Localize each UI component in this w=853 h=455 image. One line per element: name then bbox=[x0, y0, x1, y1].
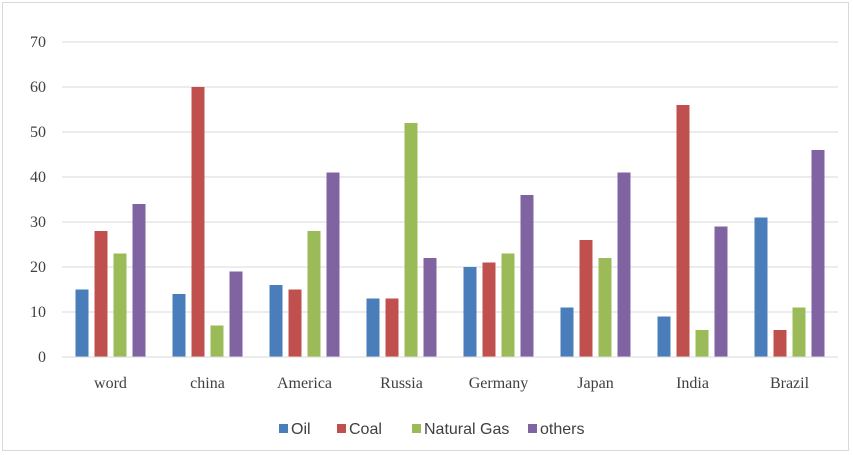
y-tick-label: 40 bbox=[30, 169, 46, 186]
x-tick-label: Japan bbox=[577, 375, 613, 392]
y-tick-label: 70 bbox=[30, 34, 46, 51]
bar-natural-gas-russia bbox=[404, 123, 418, 357]
x-tick-label: America bbox=[277, 375, 332, 392]
x-tick-label: china bbox=[190, 375, 225, 392]
bar-natural-gas-word bbox=[113, 253, 127, 357]
bar-others-india bbox=[714, 226, 728, 357]
bar-natural-gas-china bbox=[210, 325, 224, 357]
legend-swatch-oil bbox=[279, 424, 288, 433]
y-tick-label: 60 bbox=[30, 79, 46, 96]
bar-others-china bbox=[229, 271, 243, 357]
bar-oil-japan bbox=[560, 307, 574, 357]
bar-natural-gas-germany bbox=[501, 253, 515, 357]
legend-label-coal: Coal bbox=[349, 421, 382, 438]
legend-swatch-natural-gas bbox=[412, 424, 421, 433]
x-tick-label: Brazil bbox=[770, 375, 810, 392]
x-tick-label: India bbox=[676, 375, 709, 392]
legend-swatch-coal bbox=[337, 424, 346, 433]
x-axis-ticks: word china America Russia Germany Japan India B… bbox=[94, 375, 810, 392]
legend-swatch-others bbox=[528, 424, 537, 433]
bar-coal-germany bbox=[482, 262, 496, 357]
x-tick-label: Russia bbox=[380, 375, 423, 392]
y-tick-label: 10 bbox=[30, 304, 46, 321]
legend-label-oil: Oil bbox=[291, 421, 311, 438]
bar-others-russia bbox=[423, 258, 437, 357]
bar-oil-india bbox=[657, 316, 671, 357]
bar-oil-brazil bbox=[754, 217, 768, 357]
bar-coal-america bbox=[288, 289, 302, 357]
bars bbox=[75, 87, 825, 357]
bar-natural-gas-brazil bbox=[792, 307, 806, 357]
legend-label-others: others bbox=[540, 421, 584, 438]
bar-natural-gas-japan bbox=[598, 258, 612, 357]
bar-natural-gas-india bbox=[695, 330, 709, 357]
bar-coal-india bbox=[676, 105, 690, 357]
bar-oil-word bbox=[75, 289, 89, 357]
gridlines bbox=[62, 41, 838, 313]
bar-coal-russia bbox=[385, 298, 399, 357]
bar-oil-russia bbox=[366, 298, 380, 357]
y-tick-label: 50 bbox=[30, 124, 46, 141]
x-tick-label: Germany bbox=[469, 375, 529, 392]
x-tick-label: word bbox=[94, 375, 127, 392]
bar-oil-germany bbox=[463, 267, 477, 357]
legend-label-natural-gas: Natural Gas bbox=[424, 421, 509, 438]
bar-coal-japan bbox=[579, 240, 593, 357]
bar-natural-gas-america bbox=[307, 231, 321, 357]
bar-others-brazil bbox=[811, 150, 825, 357]
bar-coal-china bbox=[191, 87, 205, 357]
y-tick-label: 20 bbox=[30, 259, 46, 276]
legend: Oil Coal Natural Gas others bbox=[279, 421, 584, 438]
bar-others-japan bbox=[617, 172, 631, 357]
y-tick-label: 0 bbox=[38, 349, 46, 366]
bar-coal-word bbox=[94, 231, 108, 357]
y-tick-label: 30 bbox=[30, 214, 46, 231]
bar-coal-brazil bbox=[773, 330, 787, 357]
bar-others-germany bbox=[520, 195, 534, 357]
bar-oil-america bbox=[269, 285, 283, 357]
y-axis-ticks: 0 10 20 30 40 50 60 70 bbox=[30, 34, 46, 366]
bar-others-america bbox=[326, 172, 340, 357]
bar-oil-china bbox=[172, 294, 186, 357]
bar-others-word bbox=[132, 204, 146, 357]
